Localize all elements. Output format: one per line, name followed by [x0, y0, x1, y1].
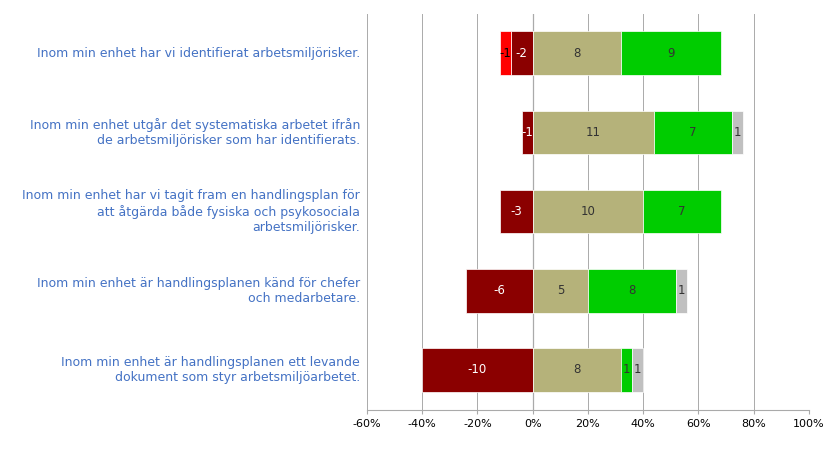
- Text: 7: 7: [678, 205, 686, 218]
- Bar: [466, 269, 533, 313]
- Bar: [621, 31, 721, 75]
- Bar: [643, 190, 721, 233]
- Text: -1: -1: [521, 126, 533, 139]
- Bar: [654, 111, 731, 154]
- Bar: [422, 348, 533, 392]
- Bar: [510, 31, 533, 75]
- Text: 1: 1: [623, 364, 631, 376]
- Text: -10: -10: [468, 364, 487, 376]
- Text: -1: -1: [500, 47, 511, 60]
- Text: 5: 5: [556, 284, 564, 297]
- Bar: [500, 31, 510, 75]
- Text: 10: 10: [580, 205, 595, 218]
- Bar: [533, 348, 621, 392]
- Text: 7: 7: [689, 126, 696, 139]
- Bar: [632, 348, 643, 392]
- Text: 1: 1: [678, 284, 686, 297]
- Bar: [533, 31, 621, 75]
- Text: 9: 9: [667, 47, 675, 60]
- Bar: [588, 269, 676, 313]
- Bar: [533, 111, 654, 154]
- Text: 1: 1: [634, 364, 641, 376]
- Bar: [621, 348, 632, 392]
- Text: 8: 8: [573, 47, 580, 60]
- Bar: [521, 111, 533, 154]
- Text: -2: -2: [515, 47, 528, 60]
- Text: 1: 1: [733, 126, 741, 139]
- Text: 8: 8: [629, 284, 636, 297]
- Bar: [731, 111, 742, 154]
- Bar: [500, 190, 533, 233]
- Bar: [533, 190, 643, 233]
- Bar: [676, 269, 687, 313]
- Text: -6: -6: [494, 284, 505, 297]
- Text: 8: 8: [573, 364, 580, 376]
- Text: 11: 11: [586, 126, 601, 139]
- Text: -3: -3: [510, 205, 522, 218]
- Bar: [533, 269, 588, 313]
